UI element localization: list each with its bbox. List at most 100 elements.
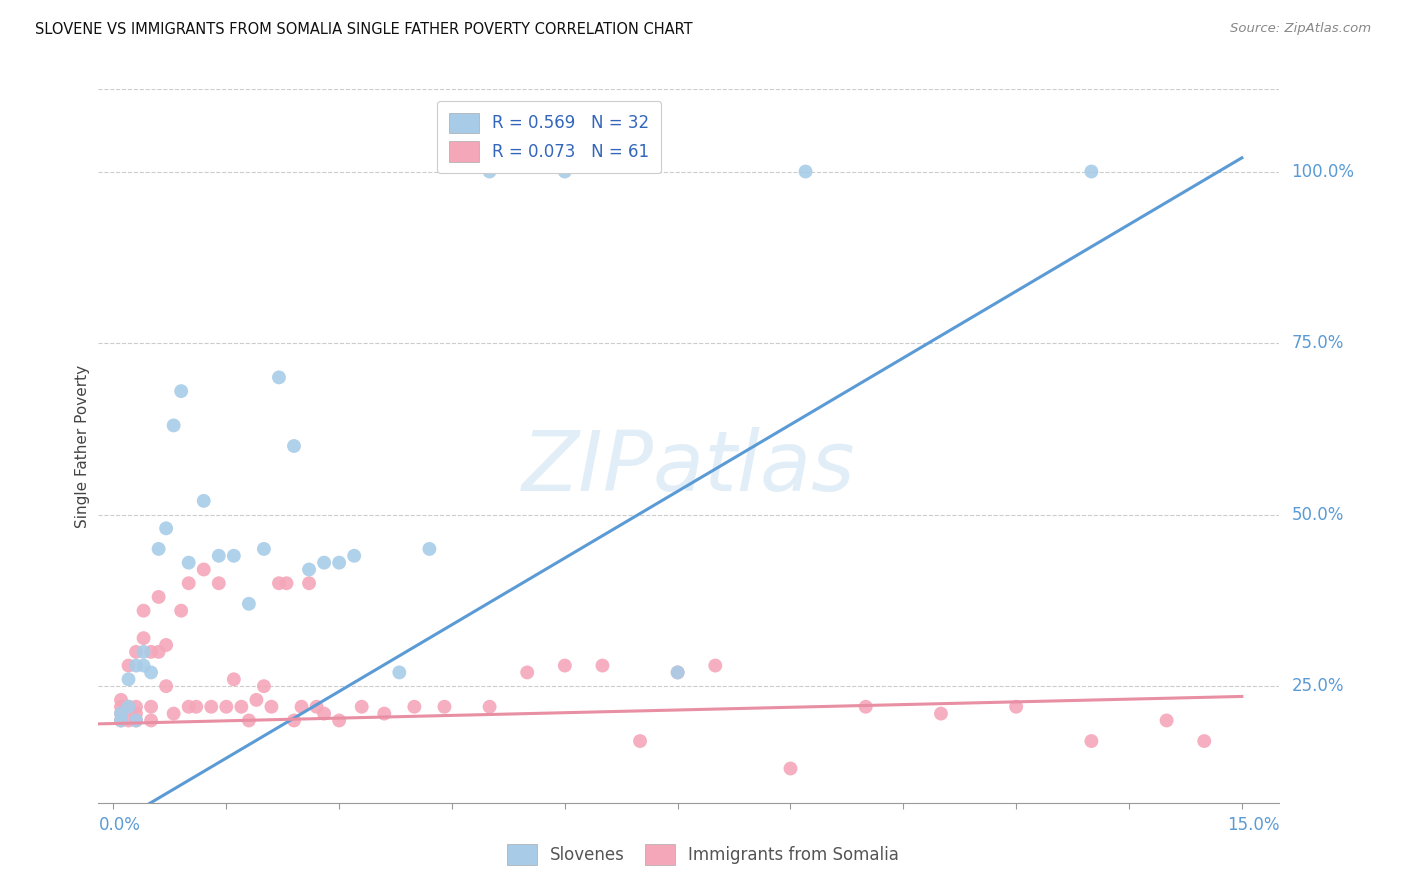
Point bbox=[388, 665, 411, 680]
Point bbox=[117, 714, 139, 728]
Point bbox=[328, 556, 350, 570]
Point bbox=[231, 699, 253, 714]
Text: 50.0%: 50.0% bbox=[1291, 506, 1344, 524]
Point bbox=[177, 699, 200, 714]
Point bbox=[125, 658, 148, 673]
Point bbox=[1156, 714, 1178, 728]
Point bbox=[1005, 699, 1028, 714]
Point bbox=[193, 494, 215, 508]
Point bbox=[110, 699, 132, 714]
Point bbox=[186, 699, 208, 714]
Point bbox=[177, 556, 200, 570]
Point bbox=[132, 658, 155, 673]
Text: SLOVENE VS IMMIGRANTS FROM SOMALIA SINGLE FATHER POVERTY CORRELATION CHART: SLOVENE VS IMMIGRANTS FROM SOMALIA SINGL… bbox=[35, 22, 693, 37]
Point bbox=[666, 665, 689, 680]
Point bbox=[283, 714, 305, 728]
Point bbox=[554, 658, 576, 673]
Point bbox=[193, 562, 215, 576]
Point bbox=[155, 521, 177, 535]
Point bbox=[276, 576, 298, 591]
Point bbox=[110, 714, 132, 728]
Point bbox=[855, 699, 877, 714]
Point bbox=[125, 714, 148, 728]
Point bbox=[238, 597, 260, 611]
Text: 25.0%: 25.0% bbox=[1291, 677, 1344, 695]
Point bbox=[132, 604, 155, 618]
Point bbox=[155, 638, 177, 652]
Point bbox=[110, 693, 132, 707]
Point bbox=[222, 549, 245, 563]
Point bbox=[215, 699, 238, 714]
Point bbox=[200, 699, 222, 714]
Text: Source: ZipAtlas.com: Source: ZipAtlas.com bbox=[1230, 22, 1371, 36]
Point bbox=[208, 549, 231, 563]
Point bbox=[929, 706, 952, 721]
Legend: Slovenes, Immigrants from Somalia: Slovenes, Immigrants from Somalia bbox=[496, 834, 910, 875]
Point bbox=[139, 645, 162, 659]
Point bbox=[373, 706, 395, 721]
Text: 75.0%: 75.0% bbox=[1291, 334, 1344, 352]
Point bbox=[148, 645, 170, 659]
Point bbox=[260, 699, 283, 714]
Point bbox=[110, 714, 132, 728]
Point bbox=[328, 714, 350, 728]
Point bbox=[125, 714, 148, 728]
Point bbox=[478, 164, 501, 178]
Point bbox=[267, 370, 290, 384]
Point bbox=[418, 541, 440, 556]
Point bbox=[433, 699, 456, 714]
Point bbox=[305, 699, 328, 714]
Point bbox=[117, 673, 139, 687]
Point bbox=[132, 645, 155, 659]
Point bbox=[794, 164, 817, 178]
Point bbox=[478, 699, 501, 714]
Point bbox=[666, 665, 689, 680]
Point bbox=[343, 549, 366, 563]
Point bbox=[208, 576, 231, 591]
Point bbox=[591, 658, 613, 673]
Point bbox=[298, 562, 321, 576]
Point bbox=[177, 576, 200, 591]
Point bbox=[110, 706, 132, 721]
Point bbox=[554, 164, 576, 178]
Point bbox=[253, 679, 276, 693]
Point bbox=[1080, 164, 1102, 178]
Point bbox=[139, 699, 162, 714]
Point bbox=[139, 665, 162, 680]
Point bbox=[163, 418, 186, 433]
Point bbox=[245, 693, 267, 707]
Text: 15.0%: 15.0% bbox=[1227, 816, 1279, 834]
Point bbox=[117, 699, 139, 714]
Y-axis label: Single Father Poverty: Single Father Poverty bbox=[75, 365, 90, 527]
Point bbox=[704, 658, 727, 673]
Point bbox=[148, 590, 170, 604]
Point bbox=[170, 384, 193, 398]
Point bbox=[110, 706, 132, 721]
Point bbox=[117, 699, 139, 714]
Point bbox=[628, 734, 651, 748]
Point bbox=[267, 576, 290, 591]
Point bbox=[222, 673, 245, 687]
Text: 100.0%: 100.0% bbox=[1291, 162, 1354, 180]
Point bbox=[132, 631, 155, 645]
Legend: R = 0.569   N = 32, R = 0.073   N = 61: R = 0.569 N = 32, R = 0.073 N = 61 bbox=[437, 101, 661, 173]
Text: ZIPatlas: ZIPatlas bbox=[522, 427, 856, 508]
Text: 0.0%: 0.0% bbox=[98, 816, 141, 834]
Point bbox=[298, 576, 321, 591]
Point bbox=[283, 439, 305, 453]
Point bbox=[1080, 734, 1102, 748]
Point bbox=[314, 706, 336, 721]
Point bbox=[516, 665, 538, 680]
Point bbox=[290, 699, 312, 714]
Point bbox=[163, 706, 186, 721]
Point bbox=[125, 699, 148, 714]
Point bbox=[148, 541, 170, 556]
Point bbox=[238, 714, 260, 728]
Point bbox=[155, 679, 177, 693]
Point bbox=[779, 762, 801, 776]
Point bbox=[125, 645, 148, 659]
Point bbox=[404, 699, 426, 714]
Point bbox=[253, 541, 276, 556]
Point bbox=[125, 706, 148, 721]
Point bbox=[117, 658, 139, 673]
